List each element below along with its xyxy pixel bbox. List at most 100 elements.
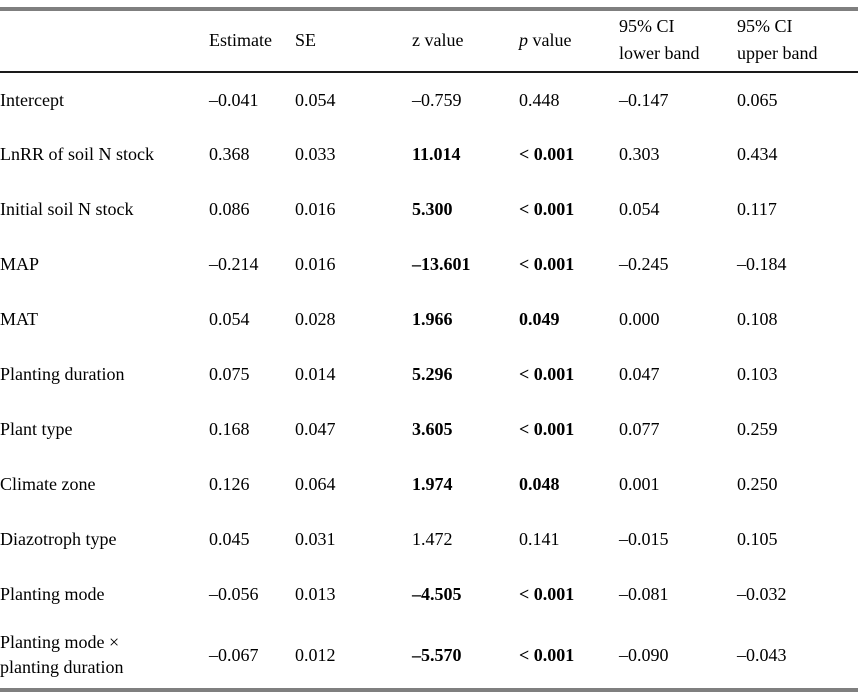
cell-p: < 0.001 [519, 419, 575, 439]
cell-z: –13.601 [412, 254, 471, 274]
column-header-estimate: Estimate [209, 9, 295, 73]
cell-estimate: 0.075 [209, 364, 250, 384]
cell-ci_upper: –0.043 [737, 644, 787, 665]
cell-ci_upper: 0.434 [737, 144, 778, 164]
cell-se: 0.064 [295, 474, 336, 494]
table-row: MAT 0.054 0.028 1.966 0.049 0.000 0.108 [0, 292, 858, 347]
cell-ci_lower: –0.245 [619, 254, 669, 274]
cell-ci_upper: 0.250 [737, 474, 778, 494]
cell-ci_lower: –0.090 [619, 644, 669, 665]
cell-estimate: 0.368 [209, 144, 250, 164]
cell-ci_lower: 0.047 [619, 364, 660, 384]
cell-p: < 0.001 [519, 199, 575, 219]
row-label: Initial soil N stock [0, 199, 134, 219]
cell-p: < 0.001 [519, 584, 575, 604]
cell-ci_lower: 0.303 [619, 144, 660, 164]
cell-z: 1.472 [412, 529, 453, 549]
cell-se: 0.014 [295, 364, 336, 384]
cell-ci_upper: 0.108 [737, 309, 778, 329]
table-row: Plant type 0.168 0.047 3.605 < 0.001 0.077 0.2… [0, 402, 858, 457]
italic-lead: p [519, 29, 528, 50]
row-label: Planting duration [0, 364, 125, 384]
cell-p: 0.048 [519, 474, 560, 494]
table-row: Intercept –0.041 0.054 –0.759 0.448 –0.147 0.0… [0, 72, 858, 127]
row-label: Planting mode × planting duration [0, 632, 124, 677]
cell-ci_upper: 0.105 [737, 529, 778, 549]
cell-p: < 0.001 [519, 144, 575, 164]
table-header: Estimate SE z value p value 95% CI lower ban… [0, 9, 858, 73]
column-header-label [0, 9, 209, 73]
cell-ci_lower: 0.001 [619, 474, 660, 494]
cell-z: –4.505 [412, 584, 462, 604]
cell-ci_upper: –0.184 [737, 254, 787, 274]
cell-se: 0.031 [295, 529, 336, 549]
table-row: Planting duration 0.075 0.014 5.296 < 0.001 0… [0, 347, 858, 402]
cell-se: 0.054 [295, 89, 336, 110]
cell-p: < 0.001 [519, 644, 575, 665]
cell-z: 3.605 [412, 419, 453, 439]
cell-z: –0.759 [412, 89, 462, 110]
cell-p: 0.448 [519, 89, 560, 110]
row-label: MAT [0, 309, 39, 329]
column-header-p: p value [519, 9, 619, 73]
table-row: LnRR of soil N stock 0.368 0.033 11.014 < 0.… [0, 127, 858, 182]
column-header-ci_lower: 95% CI lower band [619, 9, 737, 73]
cell-ci_lower: 0.077 [619, 419, 660, 439]
row-label: Planting mode [0, 584, 105, 604]
row-label: Intercept [0, 89, 64, 110]
cell-z: 1.966 [412, 309, 453, 329]
table-row: Initial soil N stock 0.086 0.016 5.300 < 0.0… [0, 182, 858, 237]
cell-ci_upper: –0.032 [737, 584, 787, 604]
column-header-se: SE [295, 9, 412, 73]
cell-p: < 0.001 [519, 364, 575, 384]
table-row: Climate zone 0.126 0.064 1.974 0.048 0.001 0.2… [0, 457, 858, 512]
cell-ci_upper: 0.065 [737, 89, 778, 110]
cell-se: 0.016 [295, 199, 336, 219]
cell-ci_upper: 0.259 [737, 419, 778, 439]
cell-ci_upper: 0.103 [737, 364, 778, 384]
table-row: Diazotroph type 0.045 0.031 1.472 0.141 –0.01… [0, 512, 858, 567]
table-body: Intercept –0.041 0.054 –0.759 0.448 –0.147 0.0… [0, 72, 858, 690]
cell-se: 0.033 [295, 144, 336, 164]
cell-se: 0.016 [295, 254, 336, 274]
column-header-z: z value [412, 9, 519, 73]
table-row: Planting mode –0.056 0.013 –4.505 < 0.001 –0.… [0, 567, 858, 622]
header-label-rest: value [528, 29, 572, 50]
cell-z: 5.296 [412, 364, 453, 384]
cell-p: 0.141 [519, 529, 560, 549]
cell-estimate: 0.045 [209, 529, 250, 549]
cell-ci_lower: –0.147 [619, 89, 669, 110]
table-header-row: Estimate SE z value p value 95% CI lower ban… [0, 9, 858, 73]
column-header-ci_upper: 95% CI upper band [737, 9, 858, 73]
cell-se: 0.012 [295, 644, 336, 665]
row-label: MAP [0, 254, 40, 274]
cell-estimate: 0.168 [209, 419, 250, 439]
cell-se: 0.013 [295, 584, 336, 604]
cell-estimate: 0.086 [209, 199, 250, 219]
row-label: Plant type [0, 419, 73, 439]
cell-se: 0.047 [295, 419, 336, 439]
cell-z: 1.974 [412, 474, 453, 494]
row-label: Climate zone [0, 474, 96, 494]
row-label: Diazotroph type [0, 529, 117, 549]
cell-ci_lower: –0.015 [619, 529, 669, 549]
cell-estimate: –0.041 [209, 89, 259, 110]
cell-estimate: 0.126 [209, 474, 250, 494]
regression-results-table: Estimate SE z value p value 95% CI lower ban… [0, 7, 858, 692]
cell-estimate: –0.067 [209, 644, 259, 665]
row-label: LnRR of soil N stock [0, 144, 155, 164]
cell-z: 5.300 [412, 199, 453, 219]
cell-ci_lower: 0.054 [619, 199, 660, 219]
cell-p: < 0.001 [519, 254, 575, 274]
table-row: Planting mode × planting duration –0.067 0… [0, 622, 858, 690]
cell-estimate: –0.214 [209, 254, 259, 274]
cell-estimate: –0.056 [209, 584, 259, 604]
cell-z: –5.570 [412, 644, 462, 665]
cell-z: 11.014 [412, 144, 461, 164]
cell-ci_lower: –0.081 [619, 584, 669, 604]
table-row: MAP –0.214 0.016 –13.601 < 0.001 –0.245 –0.184 [0, 237, 858, 292]
cell-estimate: 0.054 [209, 309, 250, 329]
cell-ci_lower: 0.000 [619, 309, 660, 329]
cell-se: 0.028 [295, 309, 336, 329]
